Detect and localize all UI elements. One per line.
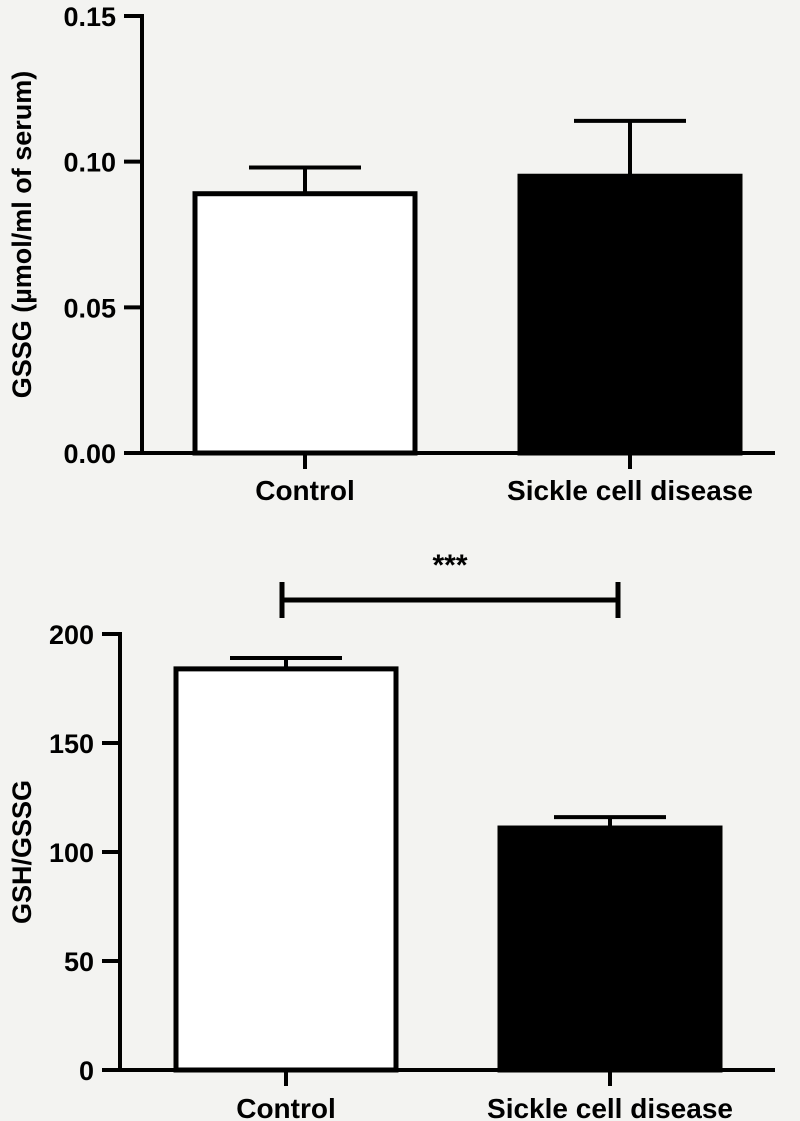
y-axis-label: GSSG (µmol/ml of serum) [7,71,37,399]
y-tick-label: 0.00 [63,439,116,469]
chart-1: 0.00 0.05 0.10 0.15 GSSG (µmol/ml of serum) C… [7,2,775,506]
significance-label: *** [432,549,467,582]
y-tick-label: 0 [79,1056,94,1086]
bar-control [192,191,418,456]
bar-sickle-cell-disease [497,825,723,1073]
y-tick-label: 0.05 [63,293,116,323]
x-tick-label: Sickle cell disease [487,1093,733,1121]
x-tick-label: Sickle cell disease [507,475,753,506]
y-tick-label: 100 [49,838,94,868]
y-tick-label: 50 [64,947,94,977]
bar-control [173,666,399,1073]
y-tick-label: 200 [49,620,94,650]
y-axis-label: GSH/GSSG [7,780,37,924]
x-tick-label: Control [236,1093,336,1121]
y-tick-label: 0.10 [63,148,116,178]
bar-sickle-cell-disease [517,173,743,456]
x-tick-label: Control [255,475,355,506]
y-tick-label: 0.15 [63,2,116,32]
chart-2: 0 50 100 150 200 GSH/GSSG Control Sickle cell d… [7,549,775,1121]
y-tick-label: 150 [49,729,94,759]
